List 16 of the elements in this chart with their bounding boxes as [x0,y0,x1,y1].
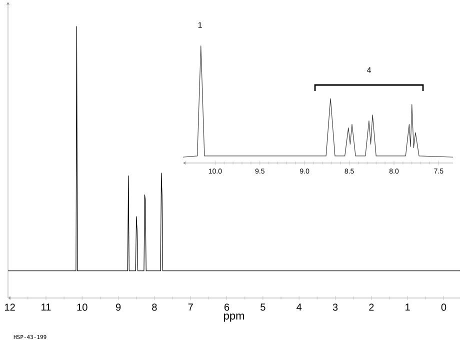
annotation: 1 [198,22,202,28]
x-tick-label: 10 [77,304,88,311]
x-tick-label: 3 [332,304,338,311]
annotation: 4 [366,67,372,73]
x-tick-label: 1 [406,304,410,311]
x-tick-label: 5 [260,304,266,311]
x-tick-label: 7 [188,304,193,311]
x-tick-label: 0 [441,304,446,311]
x-axis-title: ppm [224,314,244,322]
x-tick-label: 9 [116,304,121,311]
x-tick-label: 6 [224,304,230,311]
x-tick-label: 2 [369,304,374,311]
x-tick-label: 4 [296,304,302,311]
x-tick-label: 12 [5,304,15,311]
x-tick-label: 11 [42,304,51,311]
x-tick-label: 8 [152,304,157,311]
